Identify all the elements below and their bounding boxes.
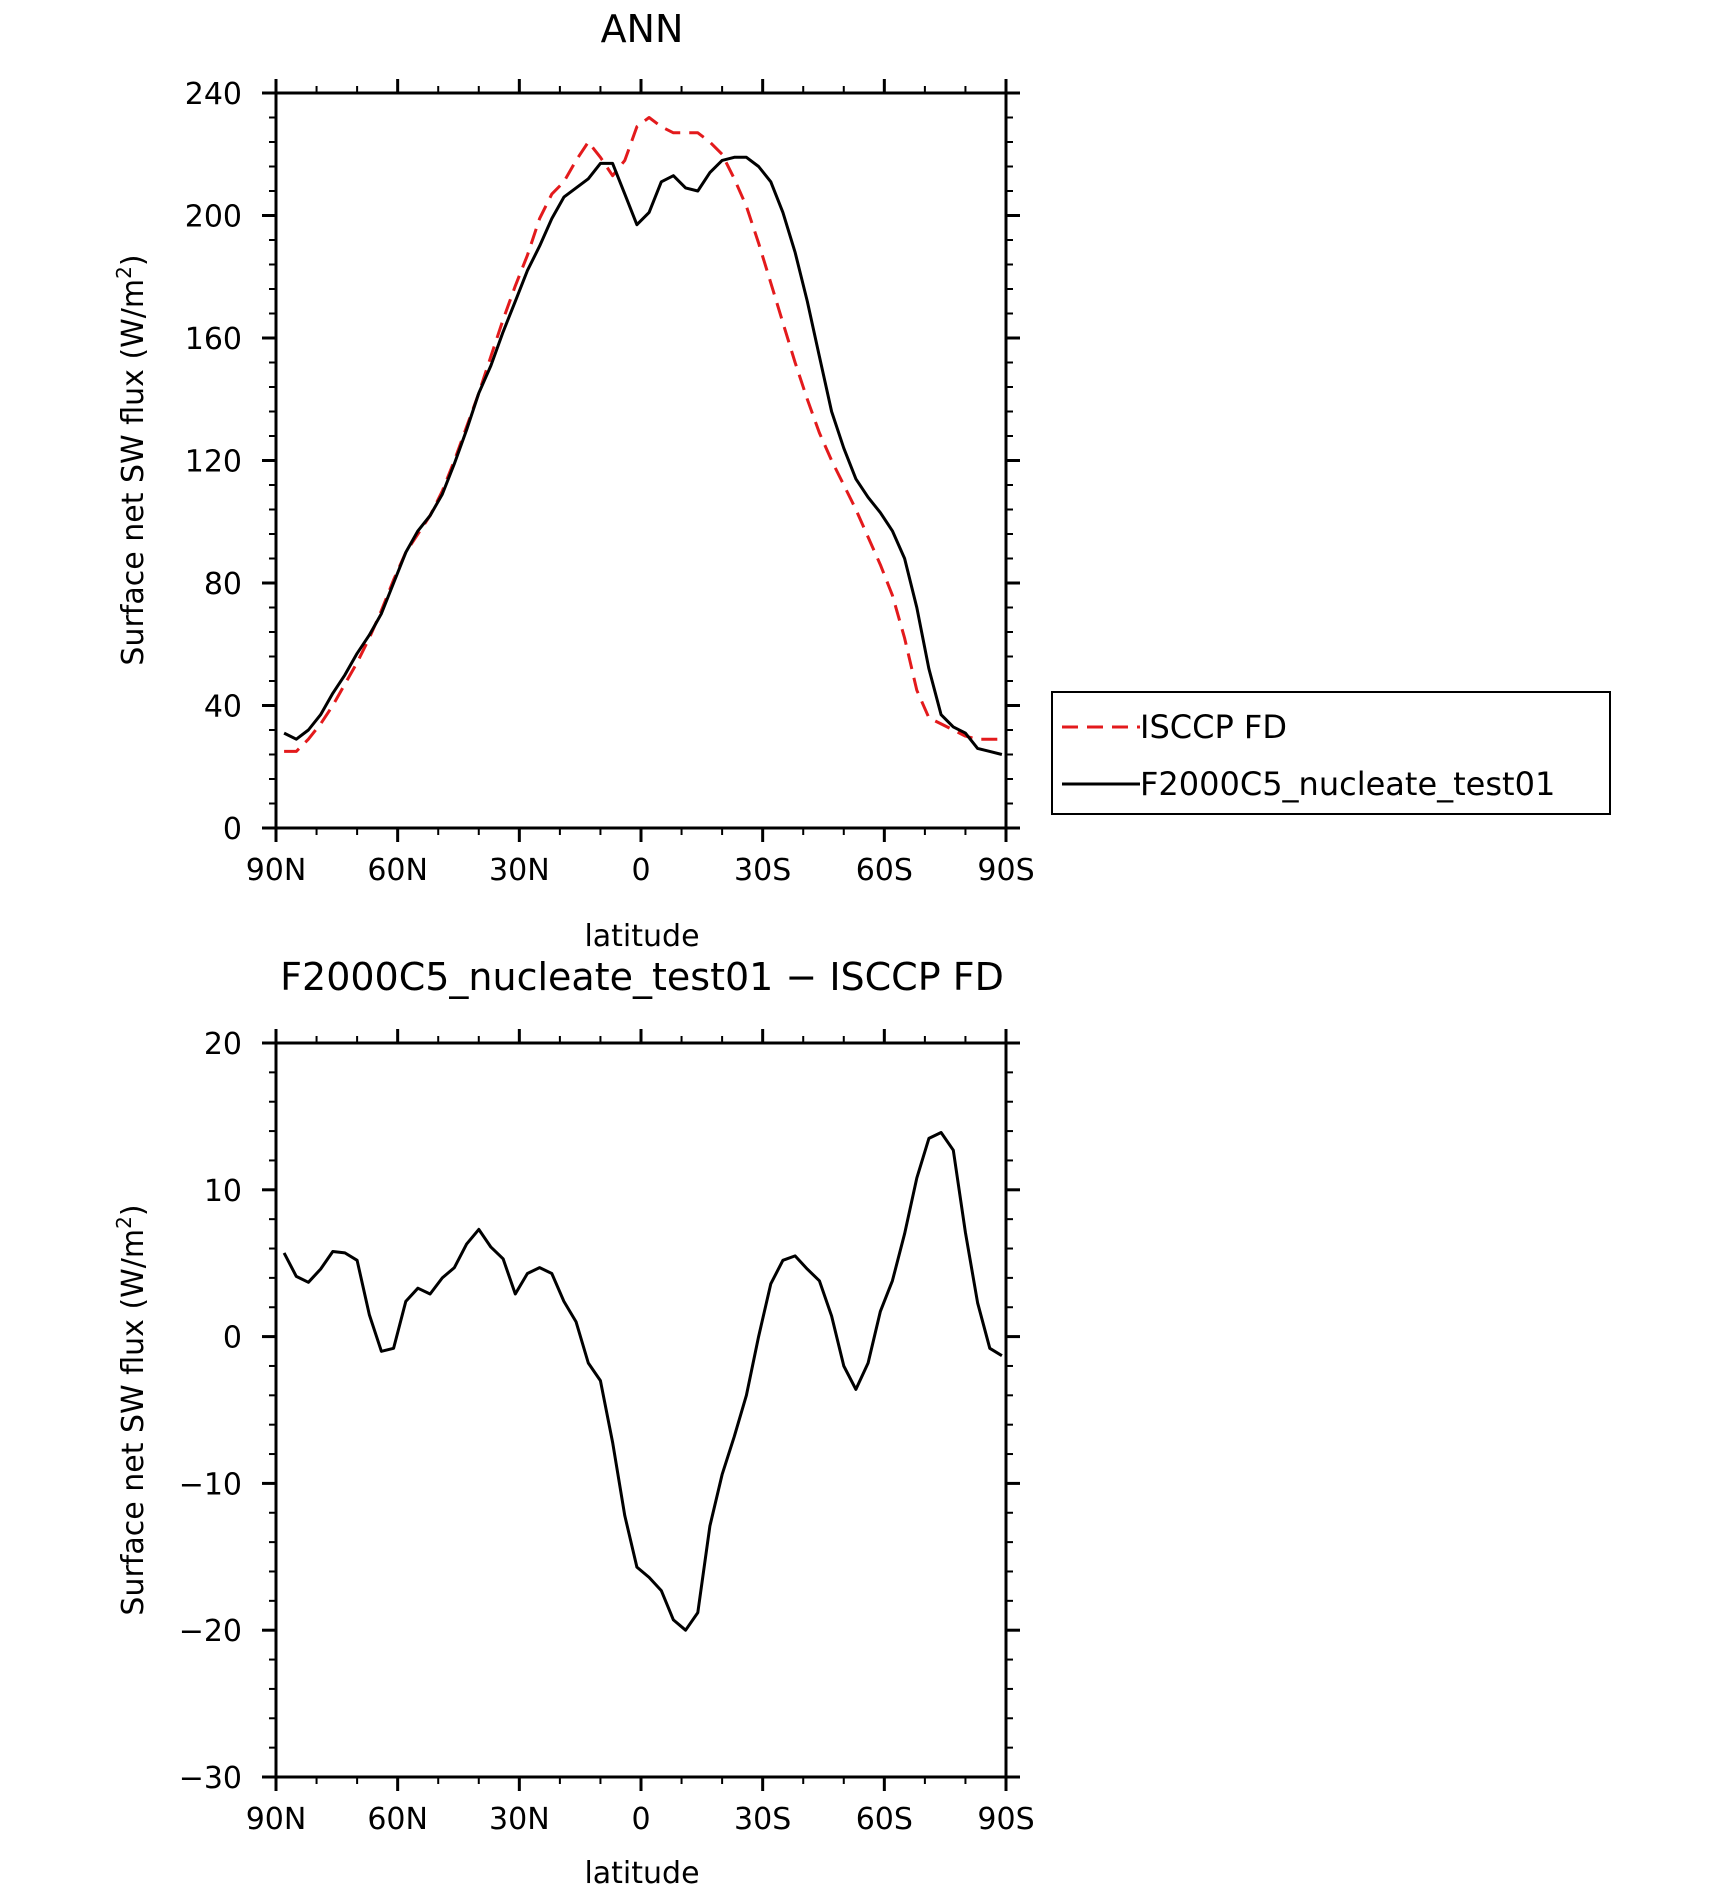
x-tick-label: 90S bbox=[977, 853, 1034, 888]
series-group bbox=[283, 116, 1003, 756]
y-tick-labels: −30 −20 −10 0 10 20 bbox=[179, 1027, 242, 1796]
y-tick-label: 40 bbox=[204, 690, 242, 725]
legend-box bbox=[1051, 691, 1611, 815]
x-tick-label: 30N bbox=[489, 853, 550, 888]
x-axis-label: latitude bbox=[584, 919, 699, 954]
x-tick-label: 0 bbox=[631, 853, 650, 888]
y-tick-label: 0 bbox=[223, 812, 242, 847]
x-tick-label: 60S bbox=[856, 1802, 913, 1837]
y-axis-label: Surface net SW flux (W/m2) bbox=[112, 1204, 151, 1615]
y-tick-label: 10 bbox=[204, 1174, 242, 1209]
y-tick-label: 160 bbox=[185, 322, 242, 357]
y-tick-label: −20 bbox=[179, 1614, 242, 1649]
legend: ISCCP FD F2000C5_nucleate_test01 bbox=[1051, 691, 1611, 815]
chart-title: F2000C5_nucleate_test01 − ISCCP FD bbox=[280, 955, 1004, 999]
x-tick-label: 30N bbox=[489, 1802, 550, 1837]
y-axis-label: Surface net SW flux (W/m2) bbox=[112, 254, 151, 665]
legend-label-isccp: ISCCP FD bbox=[1140, 708, 1287, 746]
series-group bbox=[282, 1131, 1003, 1632]
plot-frame bbox=[274, 91, 1008, 830]
series-line-1 bbox=[283, 155, 1003, 756]
y-tick-label: −30 bbox=[179, 1761, 242, 1796]
plot-frame bbox=[274, 1041, 1008, 1779]
x-tick-labels: 90N 60N 30N 0 30S 60S 90S bbox=[246, 853, 1035, 888]
y-tick-label: −10 bbox=[179, 1467, 242, 1502]
y-tick-label: 80 bbox=[204, 567, 242, 602]
x-axis-label: latitude bbox=[584, 1856, 699, 1889]
y-tick-labels: 0 40 80 120 160 200 240 bbox=[185, 77, 242, 847]
y-tick-label: 200 bbox=[185, 200, 242, 235]
x-tick-label: 90S bbox=[977, 1802, 1034, 1837]
chart-panel-top: ANN 90N 60N 30N 0 30S 60S 90S 0 40 80 120 160 200 24… bbox=[112, 7, 1611, 954]
series-line-0 bbox=[282, 1131, 1003, 1632]
x-tick-label: 90N bbox=[246, 1802, 307, 1837]
x-tick-label: 60N bbox=[367, 853, 428, 888]
x-tick-label: 60S bbox=[856, 853, 913, 888]
x-tick-label: 30S bbox=[734, 1802, 791, 1837]
chart-panel-bottom: F2000C5_nucleate_test01 − ISCCP FD 90N 60… bbox=[112, 955, 1035, 1889]
x-tick-labels: 90N 60N 30N 0 30S 60S 90S bbox=[246, 1802, 1035, 1837]
chart-title: ANN bbox=[601, 7, 684, 51]
legend-label-model: F2000C5_nucleate_test01 bbox=[1140, 765, 1555, 803]
axis-ticks bbox=[262, 79, 1020, 842]
axis-ticks bbox=[262, 1029, 1020, 1791]
y-tick-label: 0 bbox=[223, 1321, 242, 1356]
series-line-0 bbox=[284, 116, 1002, 753]
x-tick-label: 90N bbox=[246, 853, 307, 888]
x-tick-label: 60N bbox=[367, 1802, 428, 1837]
y-tick-label: 240 bbox=[185, 77, 242, 112]
x-tick-label: 0 bbox=[631, 1802, 650, 1837]
y-tick-label: 20 bbox=[204, 1027, 242, 1062]
y-tick-label: 120 bbox=[185, 445, 242, 480]
x-tick-label: 30S bbox=[734, 853, 791, 888]
